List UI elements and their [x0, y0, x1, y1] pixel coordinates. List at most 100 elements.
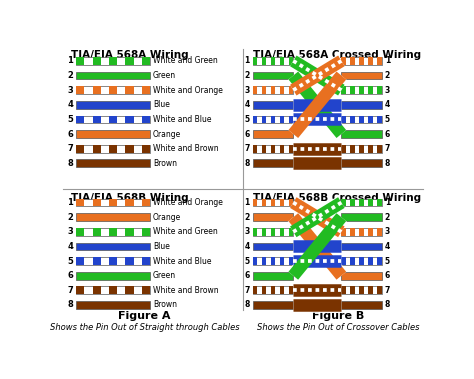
Text: 4: 4	[67, 100, 73, 109]
Bar	[76, 145, 84, 152]
Text: 2: 2	[67, 71, 73, 80]
Bar	[253, 57, 257, 65]
Bar	[76, 228, 150, 236]
Bar	[341, 287, 382, 294]
Bar	[341, 57, 346, 65]
Bar	[341, 72, 382, 79]
Text: 7: 7	[245, 144, 250, 153]
Bar	[377, 199, 382, 207]
Bar	[76, 301, 150, 309]
Bar	[289, 145, 293, 152]
Bar	[253, 199, 257, 207]
Text: 8: 8	[245, 301, 250, 310]
Bar	[126, 86, 134, 94]
Bar	[341, 145, 382, 152]
Bar	[76, 145, 150, 152]
Text: 1: 1	[67, 198, 73, 207]
Bar	[109, 57, 117, 65]
Bar	[142, 116, 150, 123]
Bar	[253, 130, 293, 138]
Bar	[253, 101, 293, 109]
Bar	[109, 116, 117, 123]
Bar	[76, 213, 150, 221]
Bar	[76, 199, 150, 207]
Bar	[368, 228, 373, 236]
Bar	[109, 257, 117, 265]
Bar	[280, 57, 284, 65]
Bar	[341, 101, 382, 109]
Text: 5: 5	[67, 257, 73, 266]
Bar	[359, 57, 364, 65]
Text: 8: 8	[385, 301, 390, 310]
Text: Shows the Pin Out of Crossover Cables: Shows the Pin Out of Crossover Cables	[257, 323, 419, 332]
Text: 3: 3	[67, 227, 73, 236]
Bar	[341, 57, 382, 65]
Text: 6: 6	[385, 271, 390, 280]
Bar	[341, 257, 382, 265]
Bar	[289, 57, 293, 65]
Text: White and Brown: White and Brown	[153, 144, 219, 153]
Text: 6: 6	[385, 130, 390, 139]
Bar	[341, 86, 346, 94]
Bar	[262, 57, 266, 65]
Text: Figure A: Figure A	[118, 311, 171, 321]
Bar	[126, 57, 134, 65]
Text: TIA/EIA 568A Wiring: TIA/EIA 568A Wiring	[71, 50, 189, 60]
Bar	[271, 57, 275, 65]
Bar	[76, 57, 84, 65]
Bar	[126, 116, 134, 123]
Bar	[92, 228, 101, 236]
Bar	[253, 116, 293, 123]
Text: 8: 8	[245, 159, 250, 168]
Bar	[76, 287, 150, 294]
Bar	[126, 199, 134, 207]
Text: 6: 6	[67, 130, 73, 139]
Bar	[76, 57, 150, 65]
Text: 1: 1	[245, 198, 250, 207]
Bar	[262, 257, 266, 265]
Bar	[271, 287, 275, 294]
Bar	[341, 243, 382, 250]
Text: White and Blue: White and Blue	[153, 257, 211, 266]
Bar	[142, 86, 150, 94]
Bar	[271, 228, 275, 236]
Bar	[109, 145, 117, 152]
Bar	[341, 272, 382, 280]
Text: 3: 3	[385, 86, 390, 95]
Bar	[350, 287, 355, 294]
Bar	[280, 287, 284, 294]
Bar	[76, 86, 84, 94]
Bar	[289, 228, 293, 236]
Text: Green: Green	[153, 71, 176, 80]
Bar	[377, 116, 382, 123]
Bar	[109, 199, 117, 207]
Bar	[76, 160, 150, 167]
Bar	[359, 257, 364, 265]
Bar	[368, 199, 373, 207]
Bar	[350, 145, 355, 152]
Bar	[350, 228, 355, 236]
Text: 4: 4	[385, 100, 390, 109]
Text: Figure B: Figure B	[312, 311, 365, 321]
Text: 1: 1	[67, 56, 73, 66]
Bar	[377, 145, 382, 152]
Text: Green: Green	[153, 271, 176, 280]
Text: Blue: Blue	[153, 100, 170, 109]
Bar	[253, 145, 257, 152]
Text: White and Green: White and Green	[153, 56, 218, 66]
Bar	[76, 257, 84, 265]
Bar	[126, 257, 134, 265]
Text: Brown: Brown	[153, 301, 177, 310]
Text: 7: 7	[385, 144, 390, 153]
Bar	[368, 287, 373, 294]
Bar	[368, 116, 373, 123]
Bar	[271, 257, 275, 265]
Bar	[377, 257, 382, 265]
Text: 7: 7	[385, 286, 390, 295]
Bar	[280, 199, 284, 207]
Bar	[76, 101, 150, 109]
Bar	[109, 228, 117, 236]
Text: 2: 2	[245, 71, 250, 80]
Text: 4: 4	[67, 242, 73, 251]
Bar	[280, 86, 284, 94]
